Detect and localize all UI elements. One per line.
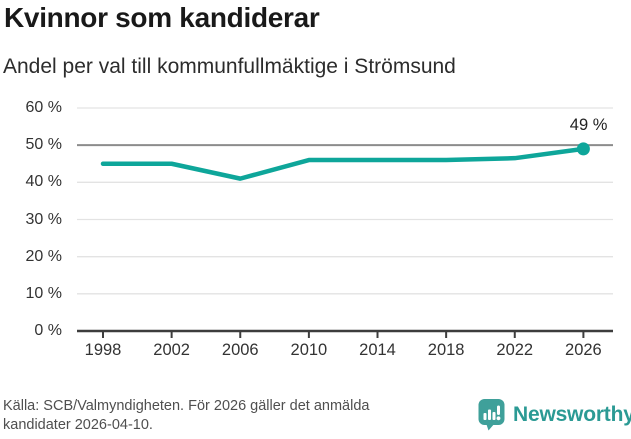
x-axis-tick-label: 2014 bbox=[359, 341, 396, 359]
x-axis-tick-label: 2026 bbox=[565, 341, 602, 359]
x-axis-tick-label: 2022 bbox=[496, 341, 534, 359]
end-point-marker bbox=[576, 142, 590, 156]
y-axis-tick-label: 60 % bbox=[25, 99, 62, 116]
x-axis-tick-label: 2010 bbox=[290, 341, 328, 359]
newsworthy-brand: Newsworthy bbox=[478, 398, 631, 432]
x-axis-tick-label: 2002 bbox=[153, 341, 190, 359]
y-axis-tick-label: 50 % bbox=[25, 136, 62, 154]
y-axis-tick-label: 20 % bbox=[25, 247, 62, 265]
source-note-line1: Källa: SCB/Valmyndigheten. För 2026 gäll… bbox=[3, 398, 370, 414]
data-line bbox=[100, 146, 586, 181]
newsworthy-wordmark: Newsworthy bbox=[513, 403, 631, 426]
chart-subtitle: Andel per val till kommunfullmäktige i S… bbox=[3, 55, 456, 78]
y-axis-tick-label: 0 % bbox=[34, 322, 62, 339]
bar-chart-speech-bubble-icon bbox=[478, 399, 505, 431]
y-axis-tick-label: 30 % bbox=[25, 210, 62, 228]
x-axis-tick-label: 1998 bbox=[84, 341, 122, 359]
x-axis-tick-label: 2006 bbox=[221, 341, 259, 359]
end-point-value-label: 49 % bbox=[569, 115, 608, 134]
chart-title: Kvinnor som kandiderar bbox=[4, 2, 320, 33]
y-axis-tick-label: 10 % bbox=[25, 284, 62, 302]
x-axis-tick-label: 2018 bbox=[427, 341, 465, 359]
y-axis-tick-label: 40 % bbox=[25, 173, 62, 191]
source-note: Källa: SCB/Valmyndigheten. För 2026 gäll… bbox=[3, 397, 369, 435]
source-note-line2: kandidater 2026-04-10. bbox=[3, 417, 153, 433]
